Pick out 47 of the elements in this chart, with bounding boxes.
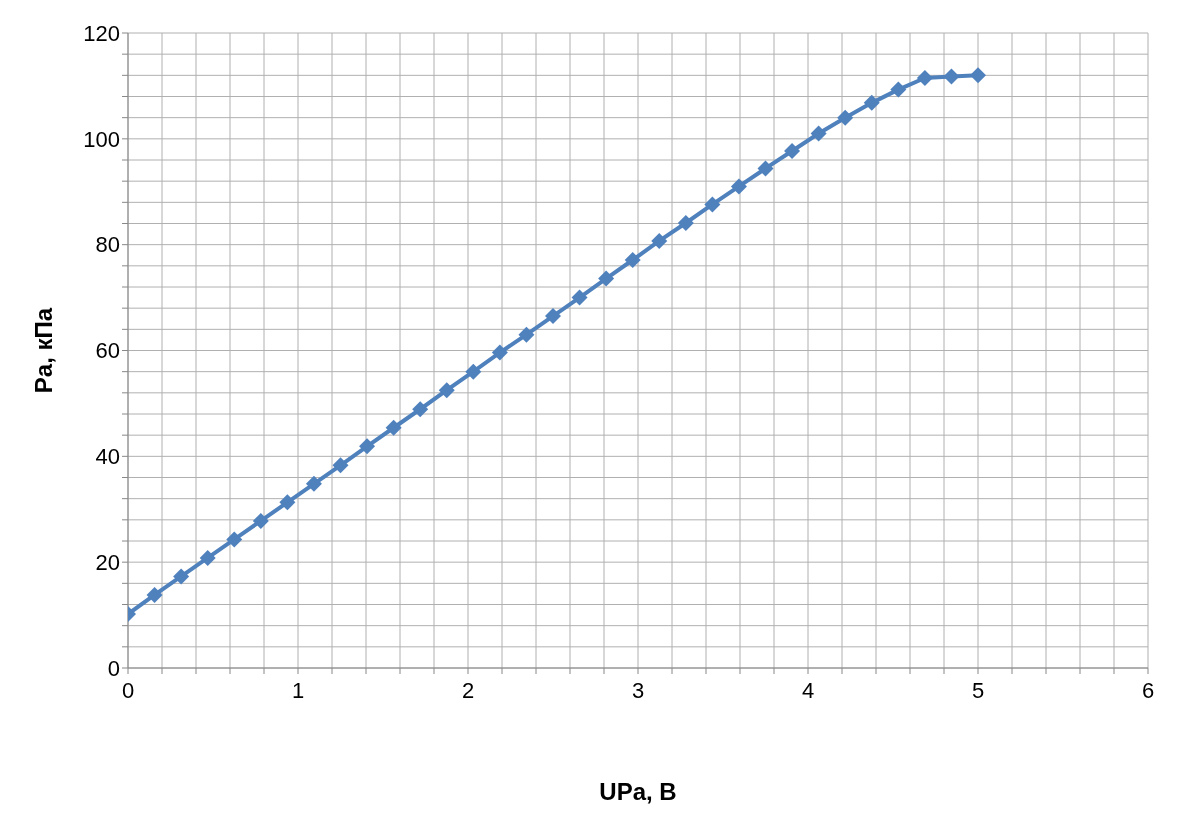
point — [624, 252, 641, 269]
point — [305, 475, 322, 492]
y-axis-title: Pa, кПа — [29, 307, 57, 394]
x-tick-label: 5 — [971, 677, 985, 703]
point — [146, 586, 163, 603]
point — [916, 69, 933, 86]
x-tick-label: 1 — [291, 677, 305, 703]
point — [438, 382, 455, 399]
point — [385, 419, 402, 436]
point — [837, 109, 854, 126]
y-tick-label: 120 — [83, 20, 120, 46]
point — [465, 363, 482, 380]
point — [279, 494, 296, 511]
y-tick-label: 0 — [107, 655, 120, 681]
point — [412, 401, 429, 418]
point — [491, 344, 508, 361]
point — [970, 67, 986, 84]
point — [571, 289, 588, 306]
point — [199, 549, 216, 566]
y-tick-label: 80 — [95, 232, 120, 258]
point — [545, 308, 561, 325]
y-tick-label: 100 — [83, 126, 120, 152]
point — [704, 196, 721, 213]
y-tick-label: 60 — [95, 338, 120, 364]
x-tick-label: 2 — [461, 677, 475, 703]
y-tick-label: 40 — [95, 444, 120, 470]
point — [173, 568, 190, 585]
point — [332, 457, 349, 474]
point — [863, 94, 880, 111]
point — [226, 531, 243, 548]
y-tick-label: 20 — [95, 549, 120, 575]
x-tick-label: 3 — [631, 677, 645, 703]
point — [890, 81, 907, 98]
x-tick-label: 6 — [1141, 677, 1155, 703]
point — [598, 270, 615, 287]
point — [757, 160, 774, 177]
point — [359, 438, 376, 455]
point — [943, 68, 960, 85]
point — [730, 178, 747, 195]
point — [518, 326, 535, 343]
point — [677, 214, 694, 231]
point — [784, 143, 801, 159]
x-tick-label: 4 — [801, 677, 815, 703]
x-axis-title: UPa, B — [599, 778, 677, 806]
point — [252, 512, 269, 529]
point — [810, 125, 827, 142]
point — [651, 232, 668, 249]
